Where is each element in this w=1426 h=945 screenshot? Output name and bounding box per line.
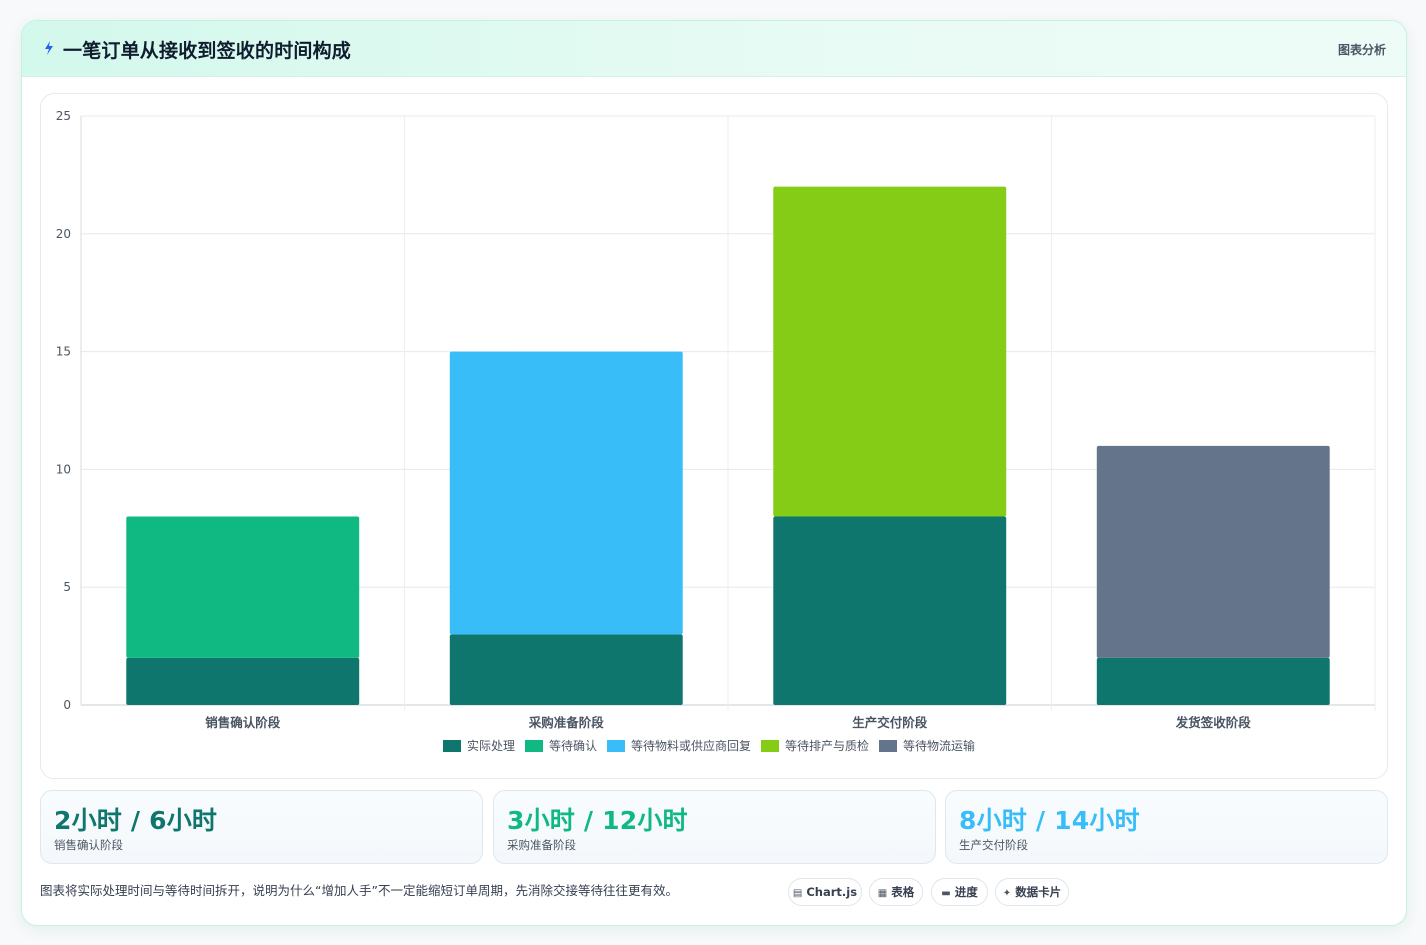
bolt-icon [45,41,53,55]
chip-progress[interactable]: ▬ 进度 [931,878,988,906]
table-icon: ▦ [877,888,888,899]
stat-value: 2小时 / 6小时 [54,806,218,835]
y-tick-label: 0 [63,698,71,712]
stat-label: 生产交付阶段 [959,838,1028,852]
stat-value: 3小时 / 12小时 [507,806,688,835]
legend-swatch [443,740,461,752]
legend-label: 等待物料或供应商回复 [631,738,751,753]
bar-segment [126,657,360,705]
legend-swatch [607,740,625,752]
chart-icon: ▤ [792,888,803,899]
bar-segment [773,516,1007,705]
chip-label: 数据卡片 [1015,885,1062,899]
chip-data-card[interactable]: ✦ 数据卡片 [995,878,1069,906]
y-tick-label: 25 [56,109,71,123]
bar-segment [449,634,683,705]
chip-chartjs[interactable]: ▤ Chart.js [788,878,862,906]
stat-label: 销售确认阶段 [54,838,123,852]
bar-segment [449,351,683,635]
stat-value: 8小时 / 14小时 [959,806,1140,835]
chart-area: 0 5 10 15 20 25 销售确认阶段 采购准备阶段 生产交付阶段 发货签收阶段实际处理 等待… [40,93,1388,779]
y-tick-label: 5 [63,580,71,594]
stat-card-production: 8小时 / 14小时 生产交付阶段 [945,790,1388,864]
bar-segment [126,516,360,658]
x-tick-label: 采购准备阶段 [528,715,605,730]
bar-segment [1096,657,1330,705]
chip-label: 表格 [891,885,915,899]
legend-swatch [761,740,779,752]
chart-card: 一笔订单从接收到签收的时间构成 图表分析 0 5 10 15 20 25 销售确认阶段 采购准… [21,20,1407,926]
stat-label: 采购准备阶段 [507,838,576,852]
y-tick-label: 20 [56,227,71,241]
legend-label: 等待确认 [549,739,597,753]
chip-label: Chart.js [806,885,858,899]
stat-card-purchase: 3小时 / 12小时 采购准备阶段 [493,790,936,864]
card-header: 一笔订单从接收到签收的时间构成 图表分析 [22,21,1406,77]
legend-label: 实际处理 [467,738,515,753]
legend-swatch [879,740,897,752]
chip-table[interactable]: ▦ 表格 [869,878,923,906]
legend-swatch [525,740,543,752]
stat-cards: 2小时 / 6小时 销售确认阶段 3小时 / 12小时 采购准备阶段 8小时 /… [40,790,1388,864]
chip-label: 进度 [954,885,978,899]
legend-label: 等待排产与质检 [785,738,869,753]
stat-card-sales: 2小时 / 6小时 销售确认阶段 [40,790,483,864]
bar-segment [1096,445,1330,658]
data-card-icon: ✦ [1002,888,1012,899]
x-tick-label: 生产交付阶段 [852,715,928,730]
y-tick-label: 10 [56,462,71,476]
chart-analysis-tag: 图表分析 [1337,43,1386,57]
bar-segment [773,186,1007,517]
y-tick-label: 15 [56,345,71,359]
progress-icon: ▬ [941,888,951,899]
legend-label: 等待物流运输 [903,738,975,753]
footer-note: 图表将实际处理时间与等待时间拆开，说明为什么“增加人手”不一定能缩短订单周期，先… [40,883,678,898]
x-tick-label: 发货签收阶段 [1175,715,1252,730]
card-title: 一笔订单从接收到签收的时间构成 [63,40,352,62]
x-tick-label: 销售确认阶段 [205,715,281,730]
